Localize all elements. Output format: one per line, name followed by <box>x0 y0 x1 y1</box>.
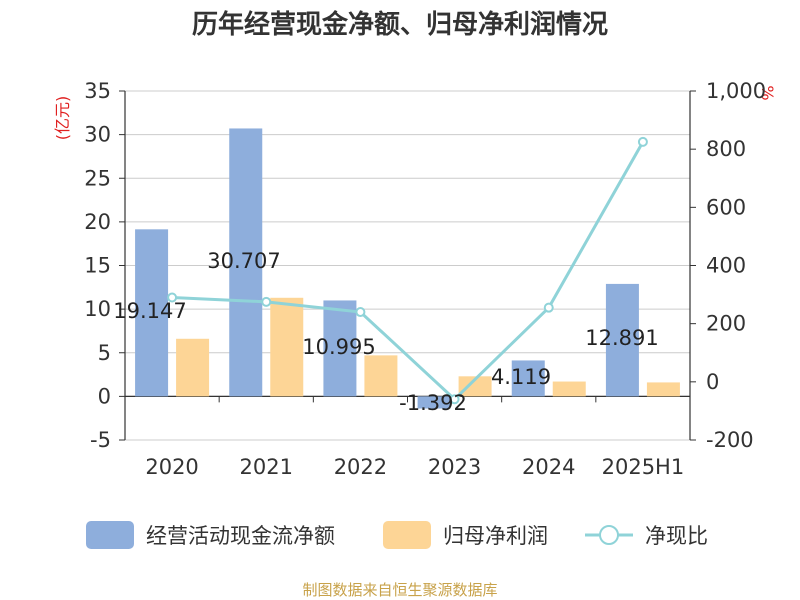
left-axis-tick-label: -5 <box>90 428 111 452</box>
legend: 经营活动现金流净额 归母净利润 净现比 <box>86 521 708 549</box>
left-axis-tick-label: 0 <box>98 384 111 408</box>
left-axis-tick-label: 5 <box>98 341 111 365</box>
net-profit-bar <box>270 297 304 397</box>
legend-swatch-cash-flow <box>86 521 134 549</box>
legend-swatch-net-profit <box>383 521 431 549</box>
ratio-point <box>261 296 272 307</box>
x-axis-tick-label: 2024 <box>522 455 575 479</box>
legend-swatch-ratio-marker <box>599 525 619 545</box>
net-profit-bar <box>646 382 680 397</box>
bars <box>135 128 680 409</box>
right-axis-tick-label: 400 <box>706 254 746 278</box>
right-axis-tick-label: 0 <box>706 370 719 394</box>
right-axis-tick-label: -200 <box>706 428 754 452</box>
ratio-point <box>637 136 648 147</box>
ratio-line-path <box>172 141 645 402</box>
net-profit-bar <box>176 338 210 397</box>
cash-flow-data-label: 10.995 <box>302 335 375 359</box>
net-profit-bar <box>364 355 398 397</box>
footer-source: 制图数据来自恒生聚源数据库 <box>302 581 497 599</box>
ratio-point <box>449 394 460 405</box>
x-axis-tick-label: 2021 <box>240 455 293 479</box>
left-axis-tick-label: 20 <box>84 210 111 234</box>
cash-flow-bar <box>511 360 545 397</box>
right-axis-tick-label: 1,000 <box>706 79 766 103</box>
cash-flow-data-label: 4.119 <box>491 365 551 389</box>
legend-label-ratio: 净现比 <box>645 524 708 548</box>
right-axis-unit: % <box>758 85 777 100</box>
legend-label-net-profit: 归母净利润 <box>443 524 548 548</box>
data-labels: 19.147 30.707 10.995 -1.392 4.119 12.891 <box>113 249 658 415</box>
legend-label-cash-flow: 经营活动现金流净额 <box>146 524 335 548</box>
left-axis-unit: (亿元) <box>53 96 72 141</box>
cash-flow-bar <box>323 300 357 397</box>
left-axis-tick-label: 25 <box>84 166 111 190</box>
cash-flow-data-label: -1.392 <box>399 391 467 415</box>
cash-flow-data-label: 30.707 <box>207 249 280 273</box>
left-axis-tick-label: 15 <box>84 254 111 278</box>
cash-flow-bar <box>605 283 639 397</box>
right-axis-tick-label: 800 <box>706 137 746 161</box>
net-profit-bar <box>552 381 586 397</box>
right-axis-tick-label: 600 <box>706 195 746 219</box>
left-axis-tick-label: 10 <box>84 297 111 321</box>
axes: (亿元) % 35 30 25 20 15 10 5 0 -5 1,000 800 600 400 200… <box>53 79 777 479</box>
x-axis-tick-label: 2022 <box>334 455 387 479</box>
cash-flow-bar <box>417 396 451 409</box>
grid <box>125 90 690 441</box>
cash-flow-data-label: 12.891 <box>585 326 658 350</box>
cash-flow-bar <box>135 229 169 397</box>
net-profit-bar <box>458 376 492 397</box>
ratio-line <box>167 136 648 405</box>
right-axis-tick-label: 200 <box>706 312 746 336</box>
left-axis-tick-label: 30 <box>84 123 111 147</box>
chart-title: 历年经营现金净额、归母净利润情况 <box>192 9 608 40</box>
ratio-point <box>355 307 366 318</box>
cash-flow-data-label: 19.147 <box>113 299 186 323</box>
cash-flow-bar <box>229 128 263 397</box>
x-axis-tick-label: 2025H1 <box>602 455 685 479</box>
x-axis-tick-label: 2023 <box>428 455 481 479</box>
ratio-point <box>543 302 554 313</box>
ratio-point <box>167 292 178 303</box>
left-axis-tick-label: 35 <box>84 79 111 103</box>
x-axis-tick-label: 2020 <box>145 455 198 479</box>
